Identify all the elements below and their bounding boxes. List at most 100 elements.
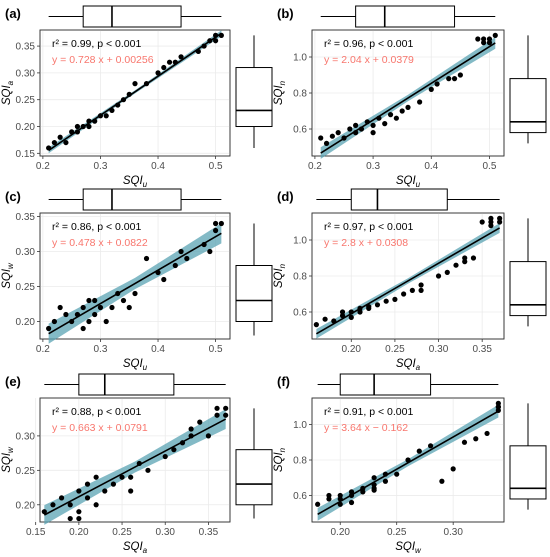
data-point <box>223 405 229 411</box>
data-point <box>143 255 150 262</box>
y-tick-label: 0.25 <box>16 466 36 477</box>
x-tick-label: 0.3 <box>94 344 108 355</box>
data-point <box>339 309 346 315</box>
data-point <box>214 412 220 418</box>
data-point <box>450 466 456 472</box>
data-point <box>353 122 359 128</box>
data-point <box>360 489 366 495</box>
regression-line <box>320 42 496 154</box>
panel-letter: (d) <box>277 189 294 204</box>
top-box <box>78 373 175 396</box>
y-axis-title: SQIw <box>1 262 15 289</box>
y-axis-title: SQIn <box>273 263 287 288</box>
data-point <box>46 145 52 151</box>
data-point <box>417 99 423 105</box>
top-box <box>339 373 432 396</box>
y-axis-title-subscript: n <box>278 80 287 85</box>
data-point <box>393 115 399 121</box>
data-point <box>347 126 353 132</box>
data-point <box>80 304 86 311</box>
data-point <box>93 502 99 508</box>
data-point <box>374 302 381 308</box>
data-point <box>80 123 86 130</box>
data-point <box>223 412 229 418</box>
y-tick-label: 0.35 <box>16 212 36 223</box>
data-point <box>213 220 219 227</box>
data-point <box>120 297 127 304</box>
data-point <box>102 488 108 494</box>
data-point <box>382 121 388 127</box>
x-axis-title-subscript: a <box>416 363 421 372</box>
data-point <box>326 492 332 499</box>
data-point <box>348 499 355 506</box>
data-point <box>51 318 57 325</box>
data-point <box>110 481 117 487</box>
data-point <box>161 276 167 283</box>
y-axis-title: SQIw <box>1 446 15 473</box>
data-point <box>76 515 82 522</box>
data-point <box>136 460 142 467</box>
y-tick-label: 0.30 <box>16 68 36 79</box>
y-axis-title: SQIn <box>273 80 287 105</box>
data-point <box>484 430 490 437</box>
top-box <box>82 188 182 211</box>
data-point <box>126 91 132 97</box>
data-point <box>97 113 104 119</box>
y-tick-label: 0.20 <box>16 122 36 133</box>
top-box <box>350 188 448 211</box>
data-point <box>335 130 341 136</box>
data-point <box>109 304 115 311</box>
data-point <box>366 305 372 311</box>
side-box <box>509 261 547 317</box>
data-point <box>399 108 405 114</box>
data-point <box>120 97 127 103</box>
data-point <box>201 43 207 49</box>
data-point <box>92 118 98 124</box>
data-point <box>382 471 389 477</box>
data-point <box>195 48 201 55</box>
equation-label: y = 0.728 x + 0.00256 <box>52 54 154 66</box>
data-point <box>74 129 81 135</box>
panel-letter: (c) <box>5 189 21 204</box>
x-tick-label: 0.30 <box>429 344 449 355</box>
data-point <box>462 259 468 265</box>
y-tick-label: 0.6 <box>293 125 307 136</box>
data-point <box>74 123 81 130</box>
data-point <box>109 107 115 114</box>
data-point <box>370 130 376 136</box>
panel-letter: (b) <box>277 6 294 21</box>
x-tick-label: 0.15 <box>26 527 46 538</box>
x-axis-title: SQIa <box>123 541 148 555</box>
data-point <box>428 86 434 92</box>
data-point <box>329 133 335 139</box>
y-tick-label: 1.0 <box>293 53 307 64</box>
plot-border <box>311 397 505 523</box>
equation-label: y = 0.478 x + 0.0822 <box>52 237 148 249</box>
y-axis-title-subscript: n <box>278 447 287 452</box>
data-point <box>207 38 213 44</box>
x-tick-label: 0.5 <box>209 344 223 355</box>
data-point <box>473 436 479 442</box>
x-tick-label: 0.5 <box>483 161 497 172</box>
data-point <box>218 32 224 38</box>
x-tick-label: 0.25 <box>385 344 405 355</box>
data-point <box>353 130 359 136</box>
data-point <box>376 115 382 121</box>
data-point <box>205 433 212 439</box>
panel-letter: (e) <box>5 374 21 389</box>
data-point <box>145 467 151 473</box>
data-point <box>322 316 328 322</box>
data-point <box>69 129 75 135</box>
regression-line <box>43 418 227 516</box>
x-axis-title-subscript: u <box>143 180 148 189</box>
x-axis-title-subscript: w <box>415 546 422 555</box>
x-axis-title: SQIa <box>396 358 421 372</box>
data-point <box>63 311 69 318</box>
data-point <box>348 492 355 499</box>
data-point <box>58 495 65 501</box>
x-tick-label: 0.3 <box>94 161 108 172</box>
equation-label: y = 3.64 x − 0.162 <box>324 422 408 434</box>
data-point <box>444 269 450 275</box>
panel-d: 0.20 0.25 0.30 0.35 0.6 0.8 1.0 r² = 0.97, p < … <box>273 188 547 372</box>
data-point <box>486 40 493 46</box>
